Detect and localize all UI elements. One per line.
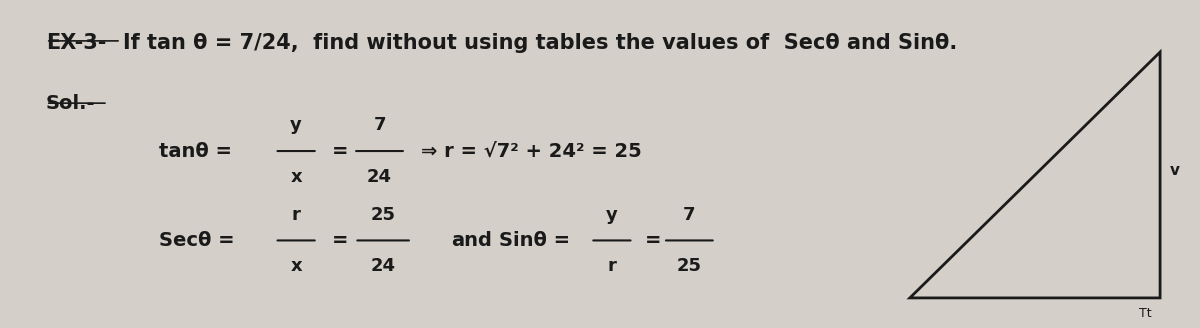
Text: =: = xyxy=(332,231,348,250)
Text: =: = xyxy=(332,142,348,160)
Text: Tt: Tt xyxy=(1140,307,1152,320)
Text: v: v xyxy=(1170,163,1180,178)
Text: 25: 25 xyxy=(677,257,702,275)
Text: If tan θ = 7/24,  find without using tables the values of  Secθ and Sinθ.: If tan θ = 7/24, find without using tabl… xyxy=(124,33,958,53)
Text: Sinθ =: Sinθ = xyxy=(499,231,570,250)
Text: Secθ =: Secθ = xyxy=(160,231,235,250)
Text: r: r xyxy=(607,257,617,275)
Text: 7: 7 xyxy=(683,206,696,224)
Text: 7: 7 xyxy=(373,116,385,134)
Text: 24: 24 xyxy=(371,257,396,275)
Text: 24: 24 xyxy=(367,168,392,186)
Text: tanθ =: tanθ = xyxy=(160,142,232,160)
Text: x: x xyxy=(290,168,302,186)
Text: y: y xyxy=(290,116,302,134)
Text: and: and xyxy=(451,231,492,250)
Text: r: r xyxy=(292,206,300,224)
Text: EX-3-: EX-3- xyxy=(46,33,107,53)
Text: y: y xyxy=(606,206,618,224)
Text: Sol.-: Sol.- xyxy=(46,93,95,113)
Text: =: = xyxy=(646,231,661,250)
Text: x: x xyxy=(290,257,302,275)
Text: 25: 25 xyxy=(371,206,396,224)
Text: ⇒ r = √7² + 24² = 25: ⇒ r = √7² + 24² = 25 xyxy=(421,142,642,160)
